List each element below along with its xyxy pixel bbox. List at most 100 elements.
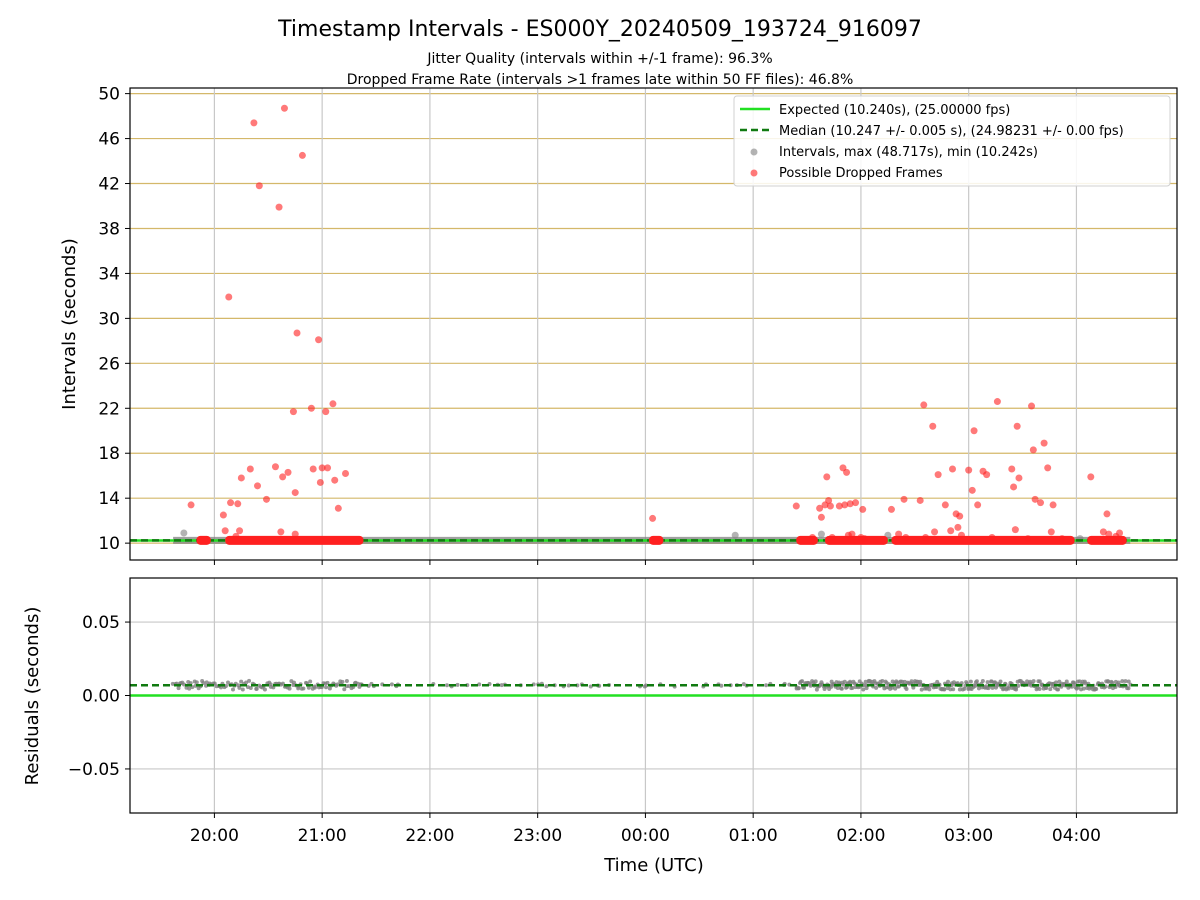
residual-point: [974, 679, 979, 684]
dropped-frame-point: [187, 501, 195, 509]
residual-point: [880, 678, 885, 683]
residual-point: [324, 685, 329, 690]
dropped-frame-point: [988, 534, 996, 542]
dropped-frame-point: [237, 474, 245, 482]
dropped-frame-point: [291, 489, 299, 497]
x-axis-label: Time (UTC): [603, 855, 704, 876]
dropped-frame-point: [1031, 495, 1039, 503]
residual-point: [325, 680, 330, 685]
dropped-frames-band: [1087, 535, 1127, 545]
dropped-frame-point: [298, 151, 306, 159]
legend-dropped-swatch: [750, 169, 758, 177]
dropped-frames-band: [649, 535, 664, 545]
dropped-frames-band: [196, 535, 211, 545]
dropped-frame-point: [954, 523, 962, 531]
residual-point: [477, 682, 482, 687]
bottom-y-axis-label: Residuals (seconds): [22, 607, 43, 786]
dropped-frame-point: [289, 408, 297, 416]
residual-point: [861, 687, 866, 692]
residual-point: [918, 679, 923, 684]
residual-point: [980, 679, 985, 684]
dropped-frame-point: [255, 182, 263, 190]
bottom-y-tick-label: 0.05: [82, 613, 120, 633]
dropped-frame-point: [920, 401, 928, 409]
figure-subtitle-dropped: Dropped Frame Rate (intervals >1 frames …: [347, 72, 854, 88]
residual-point: [194, 680, 199, 685]
residual-point: [968, 679, 973, 684]
dropped-frame-point: [271, 463, 279, 471]
top-legend: Expected (10.240s), (25.00000 fps) Media…: [733, 95, 1171, 187]
dropped-frame-point: [262, 495, 270, 503]
residual-point: [945, 679, 950, 684]
residual-point: [764, 683, 769, 688]
dropped-frames-band: [225, 535, 364, 545]
residual-point: [1056, 687, 1061, 692]
dropped-frame-point: [835, 502, 843, 510]
residual-point: [287, 686, 292, 691]
bottom-plot-area: [130, 678, 1177, 697]
dropped-frame-point: [947, 527, 955, 535]
residual-point: [444, 683, 449, 688]
top-y-tick-label: 10: [98, 534, 120, 554]
dropped-frame-point: [1024, 535, 1032, 543]
dropped-frames-band: [891, 535, 1075, 545]
top-y-tick-label: 18: [98, 444, 120, 464]
residual-point: [842, 679, 847, 684]
dropped-frame-point: [826, 502, 834, 510]
dropped-frame-point: [1099, 528, 1107, 536]
residual-point: [874, 685, 879, 690]
dropped-frame-point: [227, 499, 235, 507]
residual-point: [335, 682, 340, 687]
legend-intervals-swatch: [750, 148, 758, 156]
residual-point: [1025, 679, 1030, 684]
residual-point: [719, 683, 724, 688]
dropped-frame-point: [293, 329, 301, 337]
dropped-frame-point: [792, 502, 800, 510]
dropped-frame-point: [931, 528, 939, 536]
residual-point: [342, 687, 347, 692]
residual-point: [544, 684, 549, 689]
dropped-frame-point: [900, 495, 908, 503]
dropped-frame-point: [277, 528, 285, 536]
dropped-frame-point: [1058, 535, 1066, 543]
dropped-frame-point: [887, 505, 895, 513]
dropped-frame-point: [1105, 530, 1113, 538]
top-y-axis-label: Intervals (seconds): [59, 238, 80, 410]
dropped-frame-point: [1047, 528, 1055, 536]
dropped-frame-point: [895, 530, 903, 538]
residual-point: [239, 679, 244, 684]
top-y-ticks: 10 14 18 22 26 30 34 38 42 46 50: [98, 85, 130, 554]
legend-median-label: Median (10.247 +/- 0.005 s), (24.98231 +…: [779, 124, 1124, 139]
residual-point: [796, 686, 801, 691]
residual-point: [990, 685, 995, 690]
interval-point: [180, 529, 188, 537]
dropped-frame-point: [902, 534, 910, 542]
dropped-frame-point: [318, 464, 326, 472]
top-y-tick-label: 42: [98, 175, 120, 195]
dropped-frame-point: [329, 400, 337, 408]
residual-point: [244, 680, 249, 685]
bottom-y-tick-label: 0.00: [82, 687, 120, 707]
dropped-frame-point: [279, 473, 287, 481]
residual-point: [262, 687, 267, 692]
residual-point: [808, 683, 813, 688]
top-panel: 10 14 18 22 26 30 34 38 42 46 50 Intervals (second…: [59, 85, 1178, 565]
residual-point: [848, 680, 853, 685]
dropped-frame-point: [808, 534, 816, 542]
dropped-frame-point: [342, 469, 350, 477]
residual-point: [1048, 687, 1053, 692]
x-tick-label: 21:00: [298, 826, 347, 846]
residual-point: [1037, 687, 1042, 692]
residual-point: [1054, 680, 1059, 685]
dropped-frame-point: [307, 404, 315, 412]
residual-point: [927, 687, 932, 692]
residual-point: [957, 687, 962, 692]
dropped-frame-point: [322, 408, 330, 416]
dropped-frame-point: [823, 473, 831, 481]
dropped-frame-point: [232, 532, 240, 540]
residual-point: [292, 680, 297, 685]
x-tick-label: 23:00: [513, 826, 562, 846]
residual-point: [301, 686, 306, 691]
dropped-frame-point: [929, 422, 937, 430]
residual-point: [187, 686, 192, 691]
